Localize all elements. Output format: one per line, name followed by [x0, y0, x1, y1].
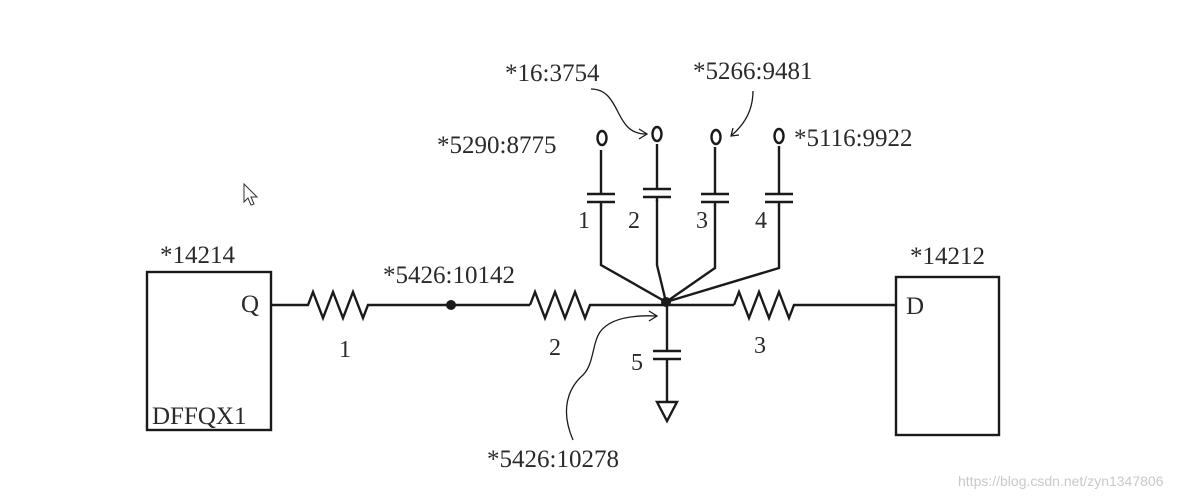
cursor-arrow-icon	[243, 182, 259, 206]
cell-left-name: *14214	[160, 242, 236, 269]
mid-node-label: *5426:10142	[383, 262, 515, 289]
fanout-wire-4	[665, 205, 781, 304]
resistor-3-zigzag	[732, 288, 896, 322]
cap2-node-label: *16:3754	[505, 60, 600, 87]
capacitor-2-label: 2	[628, 208, 640, 234]
ground-icon	[655, 400, 679, 424]
center-node-label: *5426:10278	[487, 446, 619, 473]
resistor-1-label: 1	[339, 337, 351, 363]
capacitor-4	[765, 127, 793, 206]
cell-right-box	[894, 275, 1001, 437]
cell-left-box	[145, 270, 273, 432]
capacitor-3	[701, 128, 729, 206]
capacitor-2	[643, 125, 671, 201]
cell-right-pin-d: D	[906, 293, 924, 320]
capacitor-5-label: 5	[631, 350, 643, 376]
capacitor-4-label: 4	[755, 208, 767, 234]
resistor-3-label: 3	[754, 333, 766, 359]
capacitor-5	[653, 302, 681, 402]
main-wire-left	[271, 288, 530, 322]
capacitor-1-label: 1	[578, 208, 590, 234]
cap3-node-label: *5266:9481	[693, 58, 812, 85]
cell-left-type: DFFQX1	[152, 403, 246, 430]
fanout-wire-2	[655, 200, 668, 303]
watermark-text: https://blog.csdn.net/zyn1347806	[958, 473, 1164, 489]
mid-node-dot	[446, 300, 456, 310]
callout-arrow-cap2	[590, 88, 649, 140]
cap4-node-label: *5116:9922	[794, 125, 913, 152]
fanout-wire-3	[665, 205, 717, 303]
cap1-node-label: *5290:8775	[437, 132, 556, 159]
fanout-wire-1	[599, 205, 667, 304]
resistor-2-label: 2	[549, 335, 561, 361]
callout-arrow-center-node	[565, 310, 659, 441]
callout-arrow-cap3	[730, 90, 754, 137]
cell-left-pin-q: Q	[241, 291, 259, 318]
resistor-2-zigzag	[528, 288, 734, 322]
capacitor-3-label: 3	[696, 208, 708, 234]
cell-right-name: *14212	[910, 243, 985, 270]
capacitor-1	[587, 129, 615, 206]
